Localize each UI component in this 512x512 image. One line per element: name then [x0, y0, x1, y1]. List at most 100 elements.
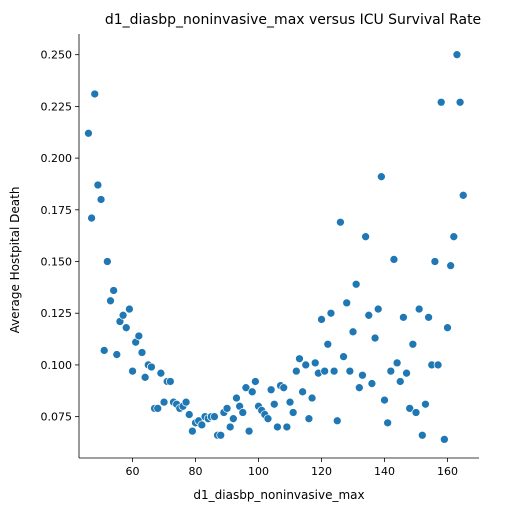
y-tick-label: 0.225	[41, 100, 73, 113]
data-point	[210, 412, 219, 421]
data-point	[159, 397, 169, 407]
y-tick-label: 0.150	[41, 256, 73, 269]
data-point	[336, 217, 345, 227]
data-point	[263, 414, 273, 424]
data-point	[417, 430, 427, 440]
data-point	[266, 385, 276, 395]
data-point	[121, 323, 131, 333]
data-point	[282, 422, 292, 432]
data-point	[307, 393, 317, 403]
data-point	[222, 404, 232, 413]
data-point	[93, 180, 103, 190]
data-point	[348, 327, 358, 337]
x-tick-label: 160	[437, 465, 458, 478]
data-point	[367, 379, 377, 388]
data-point	[329, 366, 339, 376]
data-point	[106, 296, 115, 306]
data-point	[109, 286, 118, 295]
data-point	[241, 383, 251, 393]
data-point	[197, 420, 207, 430]
data-point	[238, 408, 248, 417]
data-point	[291, 366, 301, 376]
y-tick-label: 0.075	[41, 411, 73, 424]
data-point	[351, 279, 361, 289]
data-point	[153, 404, 163, 413]
data-point	[405, 404, 415, 413]
data-point	[414, 304, 424, 314]
data-point	[326, 308, 336, 318]
data-point	[421, 399, 430, 409]
data-point	[449, 232, 459, 242]
data-point	[118, 310, 128, 320]
data-point	[112, 350, 122, 359]
data-point	[370, 333, 380, 343]
data-point	[373, 304, 383, 314]
data-point	[408, 339, 418, 349]
data-point	[232, 393, 241, 403]
data-point	[128, 366, 137, 376]
y-tick-label: 0.200	[41, 152, 73, 165]
data-point	[361, 232, 370, 242]
data-point	[228, 414, 238, 424]
y-tick-label: 0.175	[41, 204, 73, 217]
data-point	[345, 366, 355, 376]
data-point	[134, 331, 144, 341]
data-point	[320, 366, 330, 376]
data-point	[298, 387, 307, 397]
data-point	[140, 372, 150, 382]
data-point	[102, 257, 112, 266]
data-point	[411, 408, 421, 417]
data-point	[251, 377, 260, 386]
x-axis-label: d1_diasbp_noninvasive_max	[193, 488, 364, 502]
data-point	[443, 323, 452, 333]
data-point	[455, 97, 465, 107]
data-point	[84, 128, 93, 138]
data-point	[90, 89, 100, 99]
data-point	[301, 360, 311, 370]
data-point	[402, 368, 411, 378]
data-point	[323, 339, 333, 349]
data-point	[358, 370, 367, 380]
data-point	[446, 261, 456, 270]
y-tick-label: 0.250	[41, 49, 73, 62]
data-point	[440, 435, 449, 444]
data-point	[87, 213, 96, 223]
data-point	[247, 387, 257, 397]
x-axis: 60 80 100 120 140 160	[79, 457, 479, 478]
data-point	[99, 346, 109, 355]
data-point	[288, 408, 298, 417]
data-point	[269, 399, 279, 409]
data-point	[156, 368, 166, 378]
data-point	[458, 190, 468, 200]
data-point	[386, 366, 396, 376]
data-point	[389, 255, 399, 264]
data-point	[395, 377, 405, 386]
data-point	[181, 397, 191, 407]
data-point	[452, 50, 462, 60]
data-point	[285, 397, 295, 407]
data-point	[279, 383, 289, 393]
data-point	[184, 410, 194, 419]
data-point	[310, 358, 320, 368]
plot-area	[84, 50, 468, 444]
y-tick-label: 0.100	[41, 359, 73, 372]
y-axis-label: Average Hostpital Death	[8, 187, 22, 334]
data-point	[342, 298, 352, 308]
x-tick-label: 100	[248, 465, 269, 478]
data-point	[137, 348, 147, 357]
data-point	[165, 377, 175, 386]
data-point	[399, 313, 408, 322]
data-point	[377, 172, 386, 182]
data-point	[96, 195, 106, 204]
data-point	[225, 422, 235, 432]
data-point	[433, 360, 443, 370]
data-point	[380, 395, 389, 405]
data-point	[188, 426, 197, 436]
x-tick-label: 140	[374, 465, 395, 478]
x-tick-label: 80	[189, 465, 203, 478]
y-axis: 0.075 0.100 0.125 0.150 0.175 0.200 0.225 0.250	[41, 34, 80, 458]
data-point	[354, 383, 364, 393]
data-point	[244, 426, 254, 436]
data-point	[147, 362, 156, 372]
